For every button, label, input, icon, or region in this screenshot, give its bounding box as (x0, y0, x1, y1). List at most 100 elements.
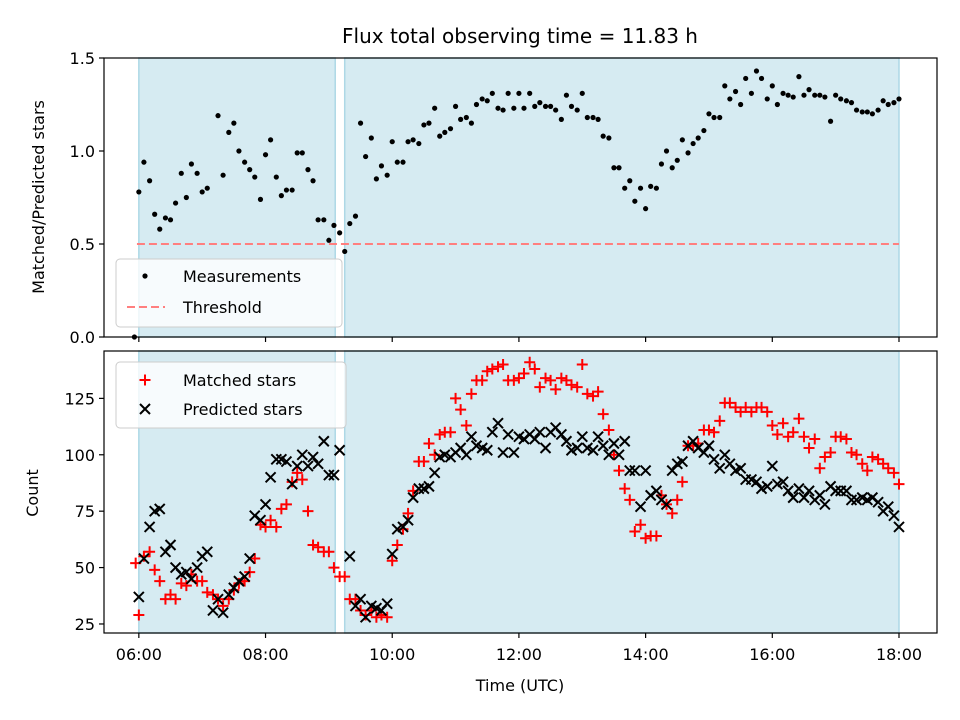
matched-star-point (597, 408, 609, 420)
predicted-star-point (481, 444, 493, 456)
matched-star-point (882, 462, 894, 474)
measurement-point (337, 230, 343, 236)
measurement-point (848, 100, 855, 106)
matched-star-point (576, 359, 588, 371)
matched-star-point (777, 417, 789, 429)
predicted-star-point (819, 498, 831, 511)
measurement-point (558, 116, 564, 122)
measurement-point (410, 137, 416, 143)
matched-star-point (260, 521, 272, 533)
measurement-point (622, 185, 628, 191)
matched-star-point (492, 361, 504, 373)
measurement-point (885, 101, 891, 108)
matched-star-point (339, 571, 351, 583)
predicted-star-point (296, 449, 308, 461)
matched-star-point (460, 419, 472, 431)
measurement-point (262, 152, 269, 158)
predicted-star-point (259, 498, 272, 511)
matched-star-point (270, 521, 282, 533)
measurement-point (769, 83, 775, 89)
measurement-point (843, 98, 850, 104)
measurement-point (627, 178, 633, 184)
measurement-point (357, 120, 364, 126)
measurement-point (679, 137, 685, 143)
measurement-point (616, 165, 622, 171)
predicted-star-point (766, 460, 779, 472)
matched-star-point (217, 600, 229, 612)
matched-star-point (418, 456, 430, 468)
measurement-point (315, 217, 321, 223)
measurement-point (421, 122, 427, 128)
predicted-star-point (603, 449, 615, 461)
measurement-point (653, 185, 659, 191)
measurement-point (717, 114, 723, 121)
measurement-point (563, 92, 570, 98)
y-tick-label: 100 (64, 446, 95, 465)
matched-star-point (180, 580, 192, 592)
matched-star-point (888, 467, 900, 479)
x-tick-label: 14:00 (623, 645, 669, 664)
matched-star-point (635, 519, 647, 531)
matched-star-point (497, 359, 509, 371)
matched-star-point (154, 575, 166, 587)
top-y-axis-label: Matched/Predicted stars (29, 100, 48, 294)
measurement-point (743, 75, 749, 82)
matched-star-point (793, 413, 805, 425)
predicted-star-point (286, 478, 298, 490)
y-tick-label: 1.0 (70, 142, 95, 161)
measurement-point (891, 100, 897, 106)
measurement-point (479, 96, 485, 102)
predicted-star-point (354, 593, 367, 605)
measurement-point (432, 105, 438, 111)
predicted-star-point (687, 435, 699, 447)
measurement-point (859, 109, 865, 115)
predicted-star-point (840, 485, 853, 497)
matched-star-point (450, 392, 462, 404)
predicted-star-point (666, 464, 678, 477)
matched-star-point (666, 507, 678, 519)
measurement-point (574, 107, 580, 113)
matched-star-point (133, 609, 145, 621)
predicted-star-point (238, 570, 251, 583)
matched-star-point (565, 379, 577, 391)
x-axis-label: Time (UTC) (475, 676, 564, 695)
predicted-star-point (212, 593, 224, 605)
measurement-point (199, 189, 205, 195)
matched-star-point (508, 374, 520, 386)
predicted-star-point (397, 521, 409, 533)
measurement-point (732, 88, 739, 95)
matched-star-point (624, 494, 636, 506)
matched-star-point (835, 431, 847, 443)
predicted-star-point (217, 606, 229, 619)
matched-star-point (402, 507, 414, 519)
measurement-point (537, 100, 543, 106)
legend-threshold-label: Threshold (182, 298, 262, 317)
measurement-point (178, 170, 184, 176)
measurement-point (452, 103, 459, 109)
matched-star-point (798, 431, 810, 443)
predicted-star-point (576, 431, 588, 443)
measurement-point (278, 193, 284, 199)
predicted-star-point (587, 444, 599, 456)
bottom-y-axis-label: Count (23, 469, 42, 517)
predicted-star-point (872, 496, 884, 508)
matched-star-point (603, 424, 615, 436)
matched-star-point (866, 451, 878, 463)
legend-measurements-marker (142, 273, 148, 279)
measurement-point (141, 159, 147, 165)
predicted-star-point (829, 485, 842, 497)
matched-star-point (486, 363, 498, 375)
predicted-star-point (782, 485, 794, 497)
measurement-point (658, 161, 665, 167)
measurement-point (568, 103, 575, 109)
matched-star-point (676, 476, 688, 488)
top-panel: 0.0 0.5 1.0 1.5 Measurements Threshold (70, 49, 938, 347)
matched-star-point (613, 465, 625, 477)
matched-star-point (518, 368, 530, 380)
measurement-point (600, 133, 606, 139)
legend-matched-label: Matched stars (183, 371, 296, 390)
measurement-point (663, 148, 670, 154)
x-tick-label: 18:00 (876, 645, 922, 664)
axes-frame (103, 350, 938, 634)
measurement-point (342, 248, 348, 255)
